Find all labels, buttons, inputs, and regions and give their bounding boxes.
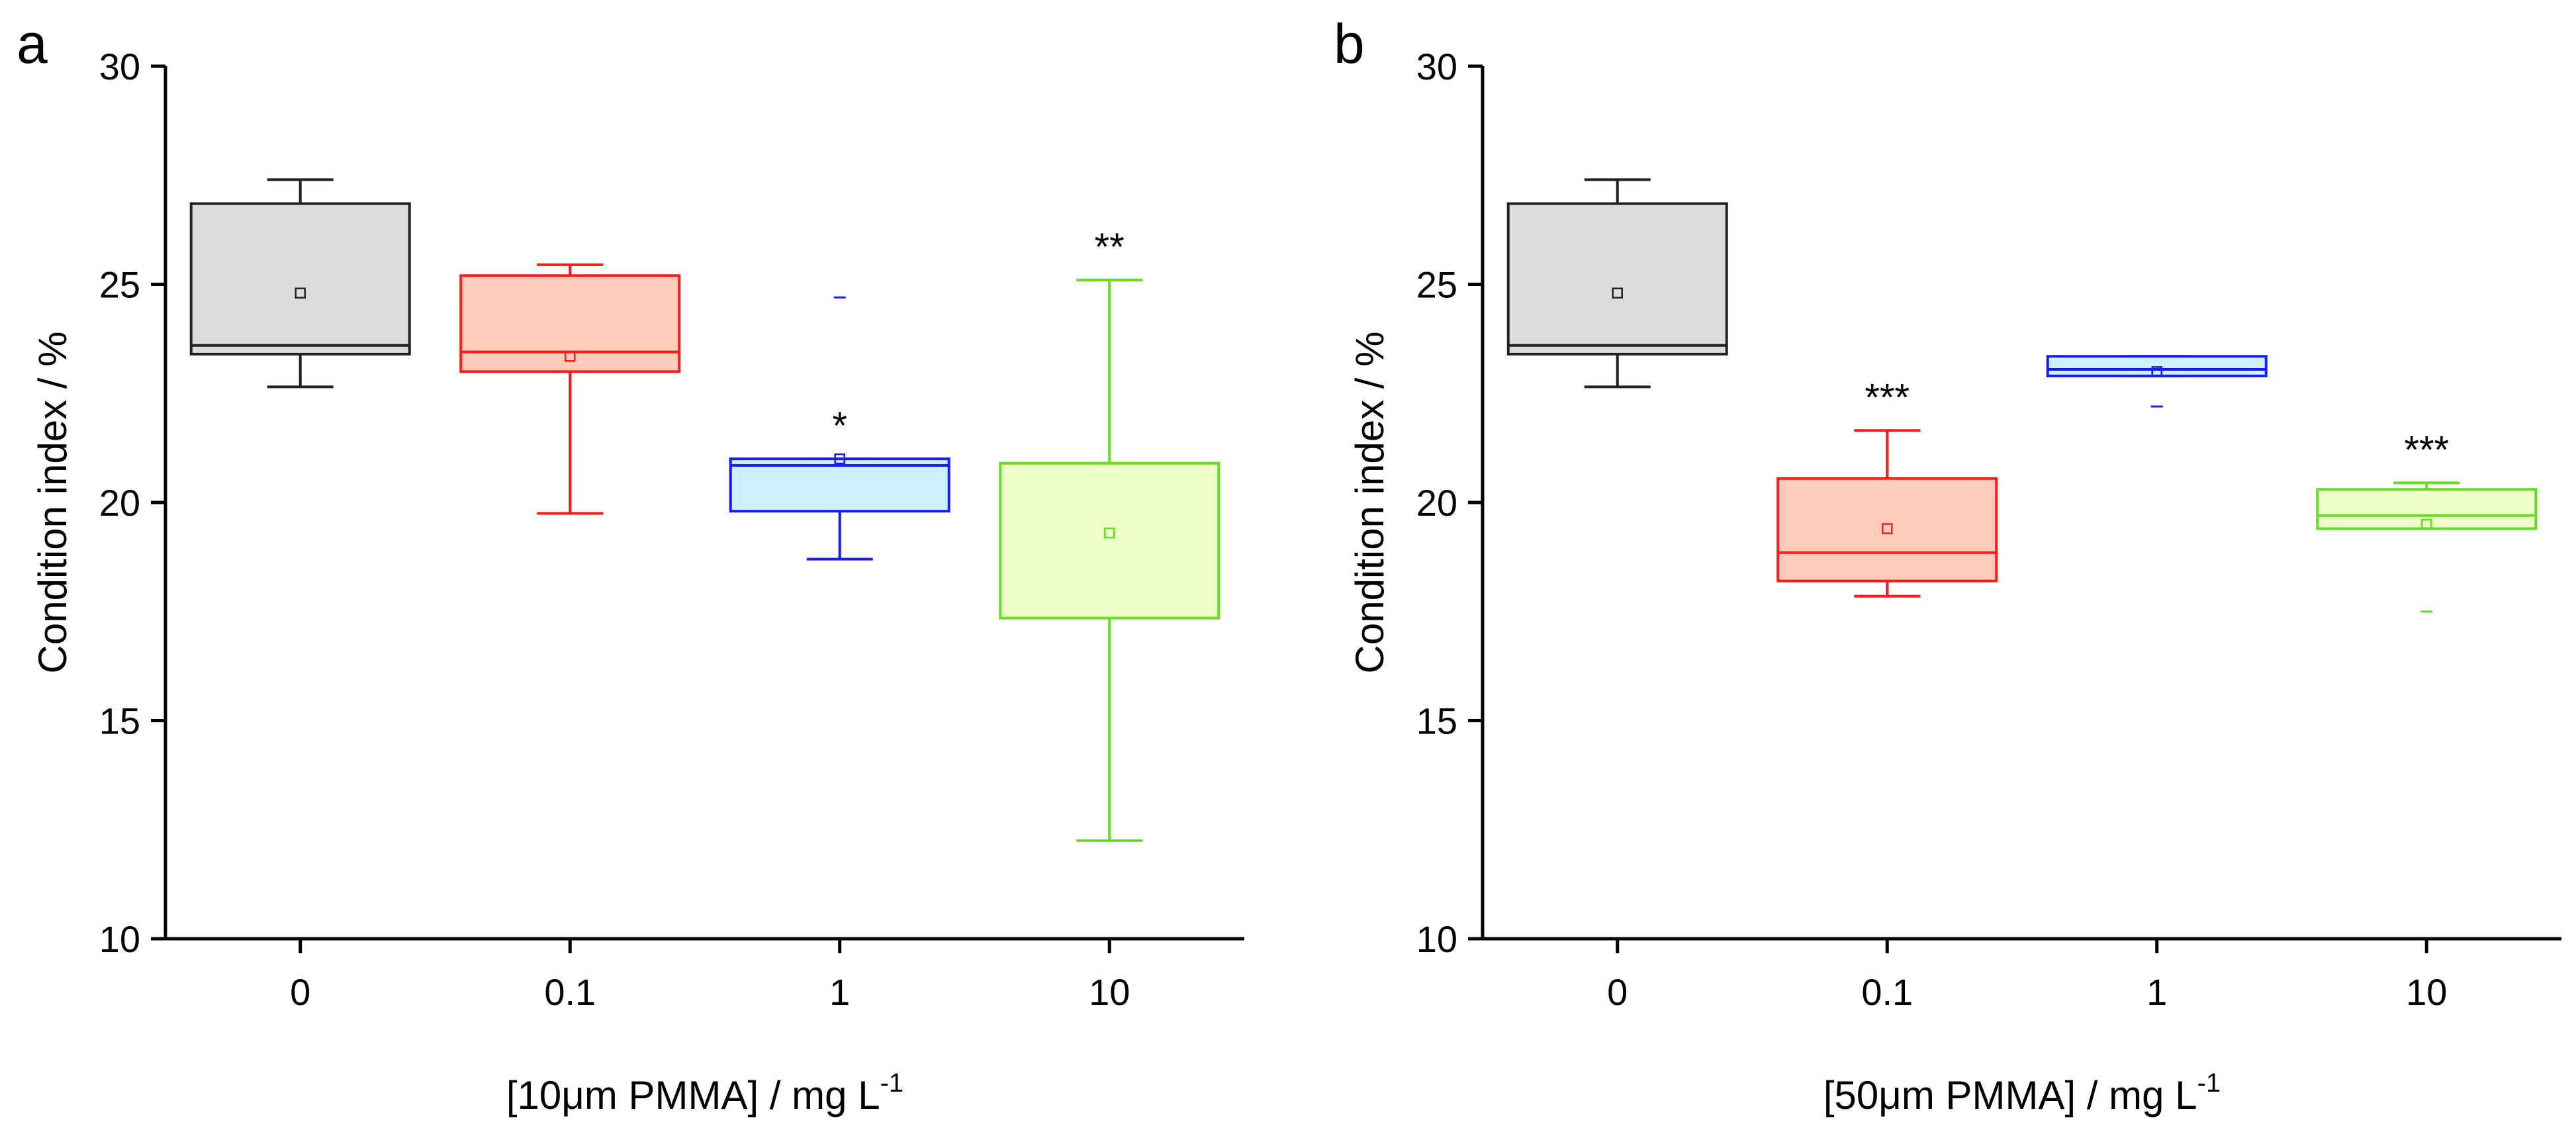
y-tick-label: 10: [1416, 918, 1457, 960]
mean-marker: [1104, 527, 1115, 539]
y-tick-label: 15: [99, 700, 140, 742]
x-tick-label: 10: [2406, 971, 2447, 1013]
y-axis-title: Condition index / %: [30, 332, 75, 674]
mean-marker: [1612, 287, 1623, 299]
panel-b: b 10 15 20 25 30 0 0.1 1 10 Condition index / % [50…: [1334, 13, 2561, 1117]
box-rect: [2316, 488, 2538, 530]
box-0.1: [459, 263, 681, 515]
panel-a: a 10 15 20 25 30 0 0.1 1 10 Condition index / % [10…: [17, 13, 1244, 1117]
significance-label: ***: [2404, 428, 2449, 471]
mean-marker: [1882, 523, 1893, 534]
y-tick-label: 25: [1416, 264, 1457, 306]
x-axis-title: [10μm PMMA] / mg L-1: [506, 1068, 903, 1117]
panel-letter: b: [1334, 13, 1365, 75]
box-rect: [999, 461, 1220, 620]
y-tick-label: 30: [1416, 46, 1457, 87]
x-axis-title-superscript: -1: [2197, 1068, 2221, 1098]
y-tick-label: 10: [99, 918, 140, 960]
x-axis-title: [50μm PMMA] / mg L-1: [1823, 1068, 2221, 1117]
box-rect: [1776, 477, 1998, 583]
box-0: [189, 178, 411, 389]
x-axis-title-superscript: -1: [880, 1068, 904, 1098]
x-tick-label: 10: [1089, 971, 1130, 1013]
box-rect: [1506, 202, 1728, 356]
y-axis-title: Condition index / %: [1348, 332, 1392, 674]
box-rect: [729, 457, 950, 513]
significance-label: **: [1095, 226, 1125, 269]
box-rect: [189, 202, 411, 356]
box-0: [1506, 178, 1728, 389]
x-tick-label: 0: [290, 971, 310, 1013]
x-tick-label: 0: [1607, 971, 1628, 1013]
box-10: **: [999, 226, 1220, 842]
box-0.1: ***: [1776, 376, 1998, 598]
y-tick-label: 15: [1416, 700, 1457, 742]
box-1: *: [729, 296, 950, 561]
mean-marker: [2151, 366, 2162, 377]
x-tick-label: 1: [2146, 971, 2167, 1013]
box-1: [2046, 355, 2268, 408]
y-tick-label: 20: [99, 482, 140, 524]
box-10: ***: [2316, 428, 2538, 613]
x-tick-label: 0.1: [544, 971, 596, 1013]
y-tick-label: 30: [99, 46, 140, 87]
box-rect: [2046, 355, 2268, 377]
box-rect: [459, 274, 681, 373]
y-tick-label: 20: [1416, 482, 1457, 524]
mean-marker: [565, 350, 576, 362]
significance-label: *: [832, 404, 847, 448]
mean-marker: [2421, 518, 2432, 530]
x-axis-title-main: [50μm PMMA] / mg L: [1823, 1073, 2197, 1117]
mean-marker: [834, 453, 845, 465]
panel-letter: a: [17, 13, 48, 75]
x-tick-label: 1: [829, 971, 850, 1013]
x-axis-title-main: [10μm PMMA] / mg L: [506, 1073, 880, 1117]
significance-label: ***: [1864, 376, 1909, 419]
mean-marker: [295, 287, 306, 299]
y-tick-label: 25: [99, 264, 140, 306]
x-tick-label: 0.1: [1861, 971, 1913, 1013]
